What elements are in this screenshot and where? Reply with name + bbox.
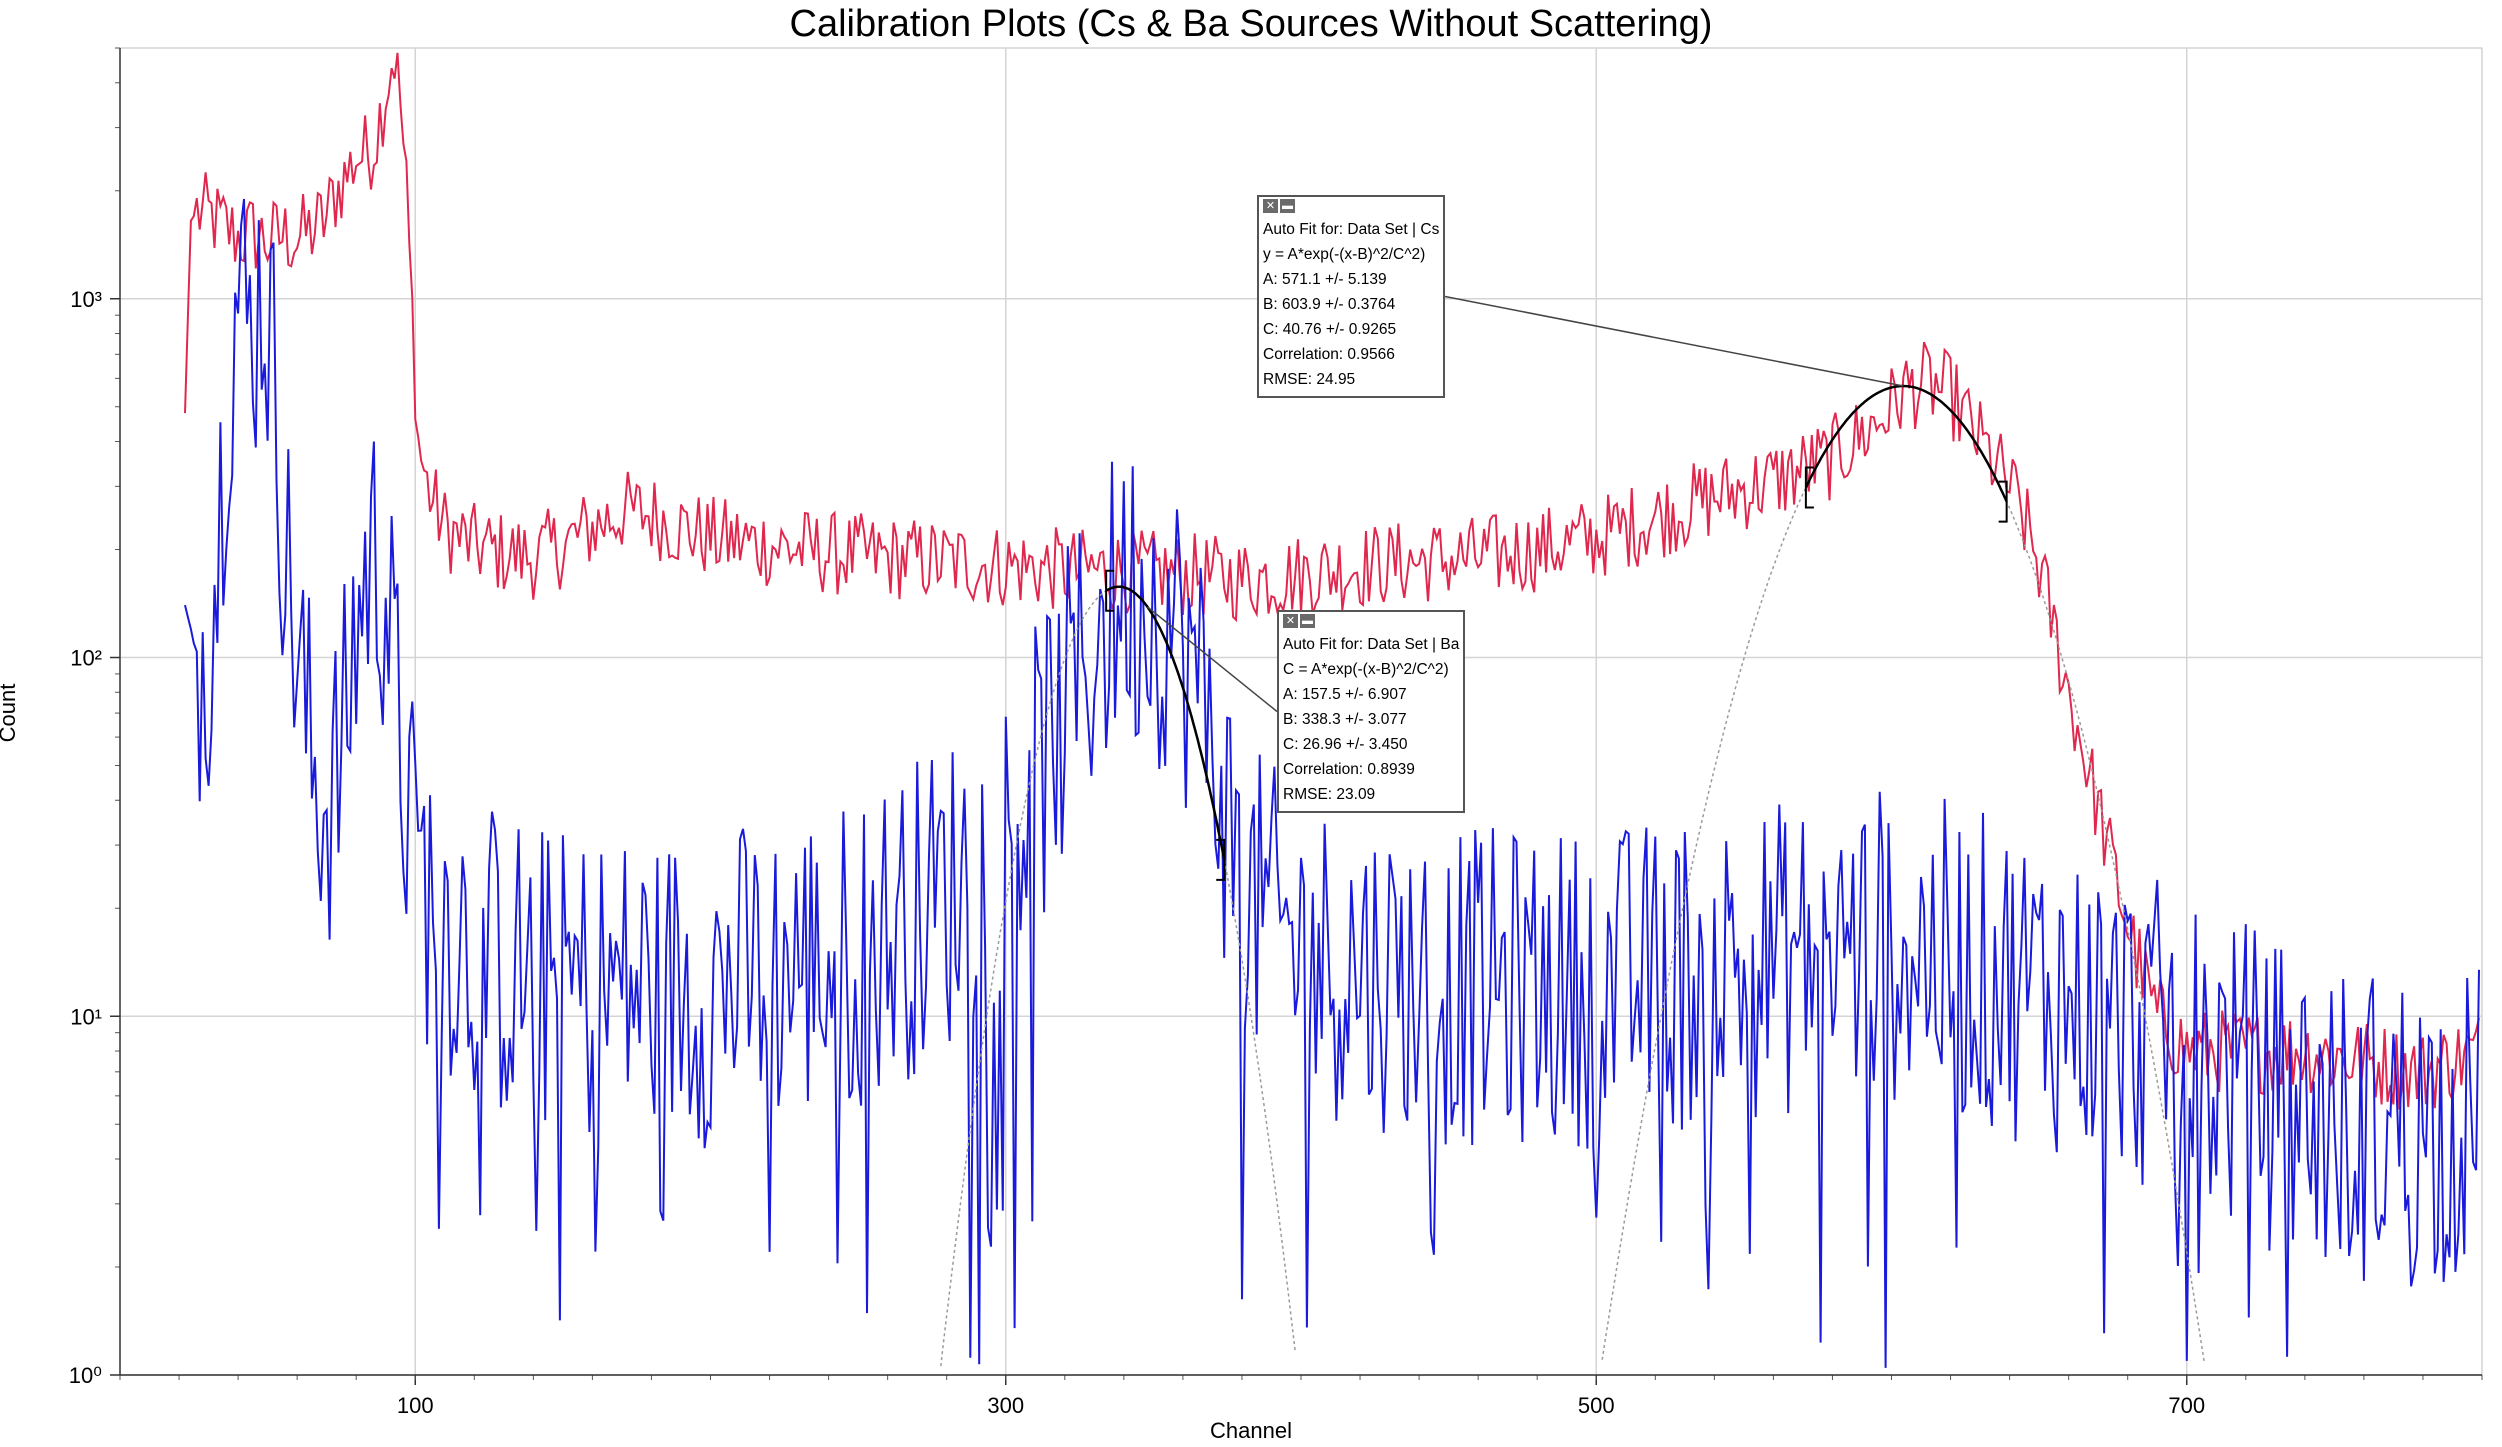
- fit-line: A: 571.1 +/- 5.139: [1263, 271, 1387, 288]
- x-tick-label: 500: [1578, 1393, 1615, 1418]
- y-tick-label: 10¹: [70, 1004, 102, 1029]
- series-line-ba: [184, 198, 2480, 1368]
- fit-line: C: 26.96 +/- 3.450: [1283, 736, 1408, 753]
- fit-results-box-ba[interactable]: ✕ ▬ Auto Fit for: Data Set | Ba C = A*ex…: [1277, 610, 1466, 813]
- fit-line: RMSE: 23.09: [1283, 786, 1376, 803]
- x-tick-label: 300: [987, 1393, 1024, 1418]
- fit-curve-extrapolated: [1601, 385, 2206, 1364]
- fit-curve: [1804, 384, 2008, 503]
- fit-line: B: 603.9 +/- 0.3764: [1263, 296, 1396, 313]
- fit-leader-line: [1444, 295, 1904, 387]
- series-line-cs: [184, 52, 2480, 1110]
- close-icon[interactable]: ✕: [1283, 614, 1298, 628]
- fit-curve: [1105, 585, 1226, 861]
- collapse-icon[interactable]: ▬: [1280, 199, 1295, 213]
- chart-title: Calibration Plots (Cs & Ba Sources Witho…: [789, 3, 1713, 45]
- fit-results-box-cs[interactable]: ✕ ▬ Auto Fit for: Data Set | Cs y = A*ex…: [1257, 195, 1446, 398]
- fit-line: A: 157.5 +/- 6.907: [1283, 686, 1407, 703]
- fit-line: Correlation: 0.8939: [1283, 761, 1415, 778]
- fit-line: Correlation: 0.9566: [1263, 346, 1395, 363]
- y-tick-label: 10⁰: [69, 1363, 102, 1388]
- fit-range-bracket: [1804, 466, 1814, 509]
- fit-line: Auto Fit for: Data Set | Cs: [1263, 221, 1440, 238]
- collapse-icon[interactable]: ▬: [1300, 614, 1315, 628]
- x-axis-title: Channel: [1210, 1418, 1292, 1443]
- fit-leader-line: [1146, 606, 1278, 713]
- fit-line: C = A*exp(-(x-B)^2/C^2): [1283, 661, 1449, 678]
- fit-line: RMSE: 24.95: [1263, 371, 1356, 388]
- fit-range-bracket: [1998, 480, 2008, 523]
- x-tick-label: 700: [2168, 1393, 2205, 1418]
- fit-line: Auto Fit for: Data Set | Ba: [1283, 636, 1460, 653]
- y-tick-label: 10²: [70, 646, 102, 671]
- fit-line: y = A*exp(-(x-B)^2/C^2): [1263, 246, 1426, 263]
- y-tick-label: 10³: [70, 287, 102, 312]
- fit-range-bracket: [1105, 569, 1115, 612]
- y-axis-title: Count: [0, 683, 20, 743]
- fit-line: B: 338.3 +/- 3.077: [1283, 711, 1407, 728]
- fit-line: C: 40.76 +/- 0.9265: [1263, 321, 1397, 338]
- x-tick-label: 100: [397, 1393, 434, 1418]
- close-icon[interactable]: ✕: [1263, 199, 1278, 213]
- fit-range-bracket: [1216, 838, 1226, 881]
